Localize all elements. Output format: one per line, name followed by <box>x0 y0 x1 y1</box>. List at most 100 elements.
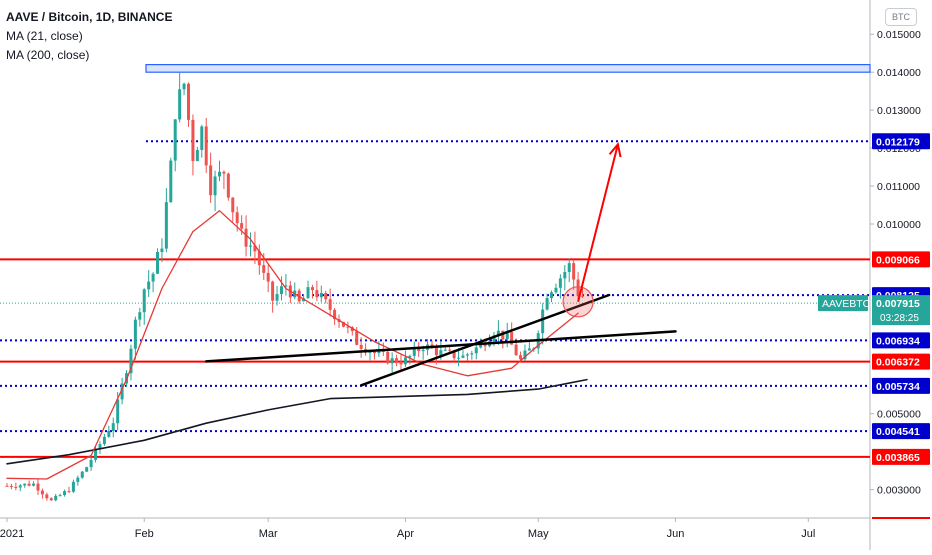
candle-body <box>102 436 106 445</box>
candle-body <box>120 383 124 400</box>
blue-level-label: 0.004541 <box>876 426 920 438</box>
symbol-tag-bg <box>818 295 868 312</box>
candle-body <box>107 430 111 437</box>
time-tick-label: Feb <box>135 528 154 540</box>
price-tick-label: 0.010000 <box>877 219 921 231</box>
last-price-label-bg <box>872 295 930 326</box>
candle-body <box>523 350 527 360</box>
candle-body <box>147 281 151 290</box>
candle-body <box>89 459 93 468</box>
candle-body <box>479 343 483 348</box>
red-level-label-bg <box>872 251 930 268</box>
candle-body <box>505 331 509 340</box>
candle-body <box>182 83 186 90</box>
currency-button[interactable]: BTC <box>885 8 917 26</box>
candle-body <box>483 343 487 347</box>
ma21-legend[interactable]: MA (21, close) <box>6 29 83 43</box>
price-tick-label: 0.013000 <box>877 105 921 117</box>
candle-body <box>204 126 208 166</box>
candle-body <box>235 212 239 224</box>
candle-body <box>514 344 518 356</box>
red-level-label: 0.003865 <box>876 452 920 464</box>
candle-body <box>434 347 438 356</box>
candle-body <box>217 171 221 177</box>
countdown-label: 03:28:25 <box>880 313 919 324</box>
candle-body <box>439 350 443 356</box>
time-tick-label: May <box>528 528 549 540</box>
ma200-legend[interactable]: MA (200, close) <box>6 48 90 62</box>
candle-body <box>368 351 372 353</box>
candle-body <box>164 202 168 249</box>
candle-body <box>527 348 531 351</box>
time-tick-label: 2021 <box>0 528 24 540</box>
blue-level-label: 0.012179 <box>876 136 920 148</box>
candle-body <box>355 331 359 345</box>
time-tick-label: Mar <box>259 528 278 540</box>
price-tick-label: 0.003000 <box>877 485 921 497</box>
last-price-label: 0.007915 <box>876 298 920 310</box>
candle-body <box>284 285 288 287</box>
candle-body <box>36 483 40 491</box>
candle-body <box>545 298 549 310</box>
candle-body <box>80 471 84 478</box>
candle-body <box>519 355 523 360</box>
candle-body <box>306 287 310 299</box>
candle-body <box>27 483 31 486</box>
candle-body <box>474 347 478 354</box>
symbol-title[interactable]: AAVE / Bitcoin, 1D, BINANCE <box>6 10 173 24</box>
chart-legend: AAVE / Bitcoin, 1D, BINANCE MA (21, clos… <box>6 8 172 65</box>
candle-body <box>191 119 195 162</box>
candle-body <box>32 483 36 486</box>
candle-body <box>253 245 257 252</box>
candle-body <box>138 312 142 320</box>
candle-body <box>240 223 244 229</box>
candle-body <box>461 355 465 358</box>
blue-level-label: 0.006934 <box>876 335 920 347</box>
candle-body <box>399 363 403 365</box>
channel-lower-line <box>204 330 677 363</box>
candle-body <box>350 327 354 332</box>
time-tick-label: Jul <box>801 528 815 540</box>
candle-body <box>417 347 421 352</box>
candle-body <box>271 281 275 301</box>
candle-body <box>160 248 164 252</box>
resistance-zone <box>145 63 871 73</box>
blue-level-label: 0.005734 <box>876 381 920 393</box>
price-tick-label: 0.005000 <box>877 409 921 421</box>
candle-body <box>581 295 585 297</box>
candle-body <box>129 348 133 374</box>
candle-body <box>492 335 496 342</box>
candle-body <box>257 251 261 266</box>
candle-body <box>195 149 199 162</box>
blue-level-label-bg <box>872 332 930 349</box>
candle-body <box>58 495 62 497</box>
candle-body <box>76 477 80 482</box>
candle-body <box>395 358 399 364</box>
candle-body <box>187 83 191 120</box>
red-level-label: 0.006372 <box>876 357 920 369</box>
candle-body <box>14 486 18 488</box>
candle-body <box>567 263 571 273</box>
symbol-tag: AAVEBTC <box>822 298 871 310</box>
candle-body <box>18 485 22 488</box>
candle-body <box>63 491 67 496</box>
candle-body <box>54 495 58 501</box>
candle-body <box>71 481 75 492</box>
candle-body <box>85 467 89 472</box>
candle-body <box>421 349 425 352</box>
candle-body <box>470 353 474 355</box>
candle-body <box>178 89 182 120</box>
candle-body <box>173 119 177 161</box>
candle-body <box>67 491 71 493</box>
candle-body <box>23 483 27 486</box>
candle-body <box>403 357 407 365</box>
candle-body <box>45 494 49 499</box>
candle-body <box>457 357 461 359</box>
candle-body <box>465 354 469 356</box>
price-tick-label: 0.011000 <box>877 181 920 193</box>
candle-body <box>496 330 500 336</box>
candle-body <box>231 197 235 213</box>
candle-body <box>541 309 545 334</box>
